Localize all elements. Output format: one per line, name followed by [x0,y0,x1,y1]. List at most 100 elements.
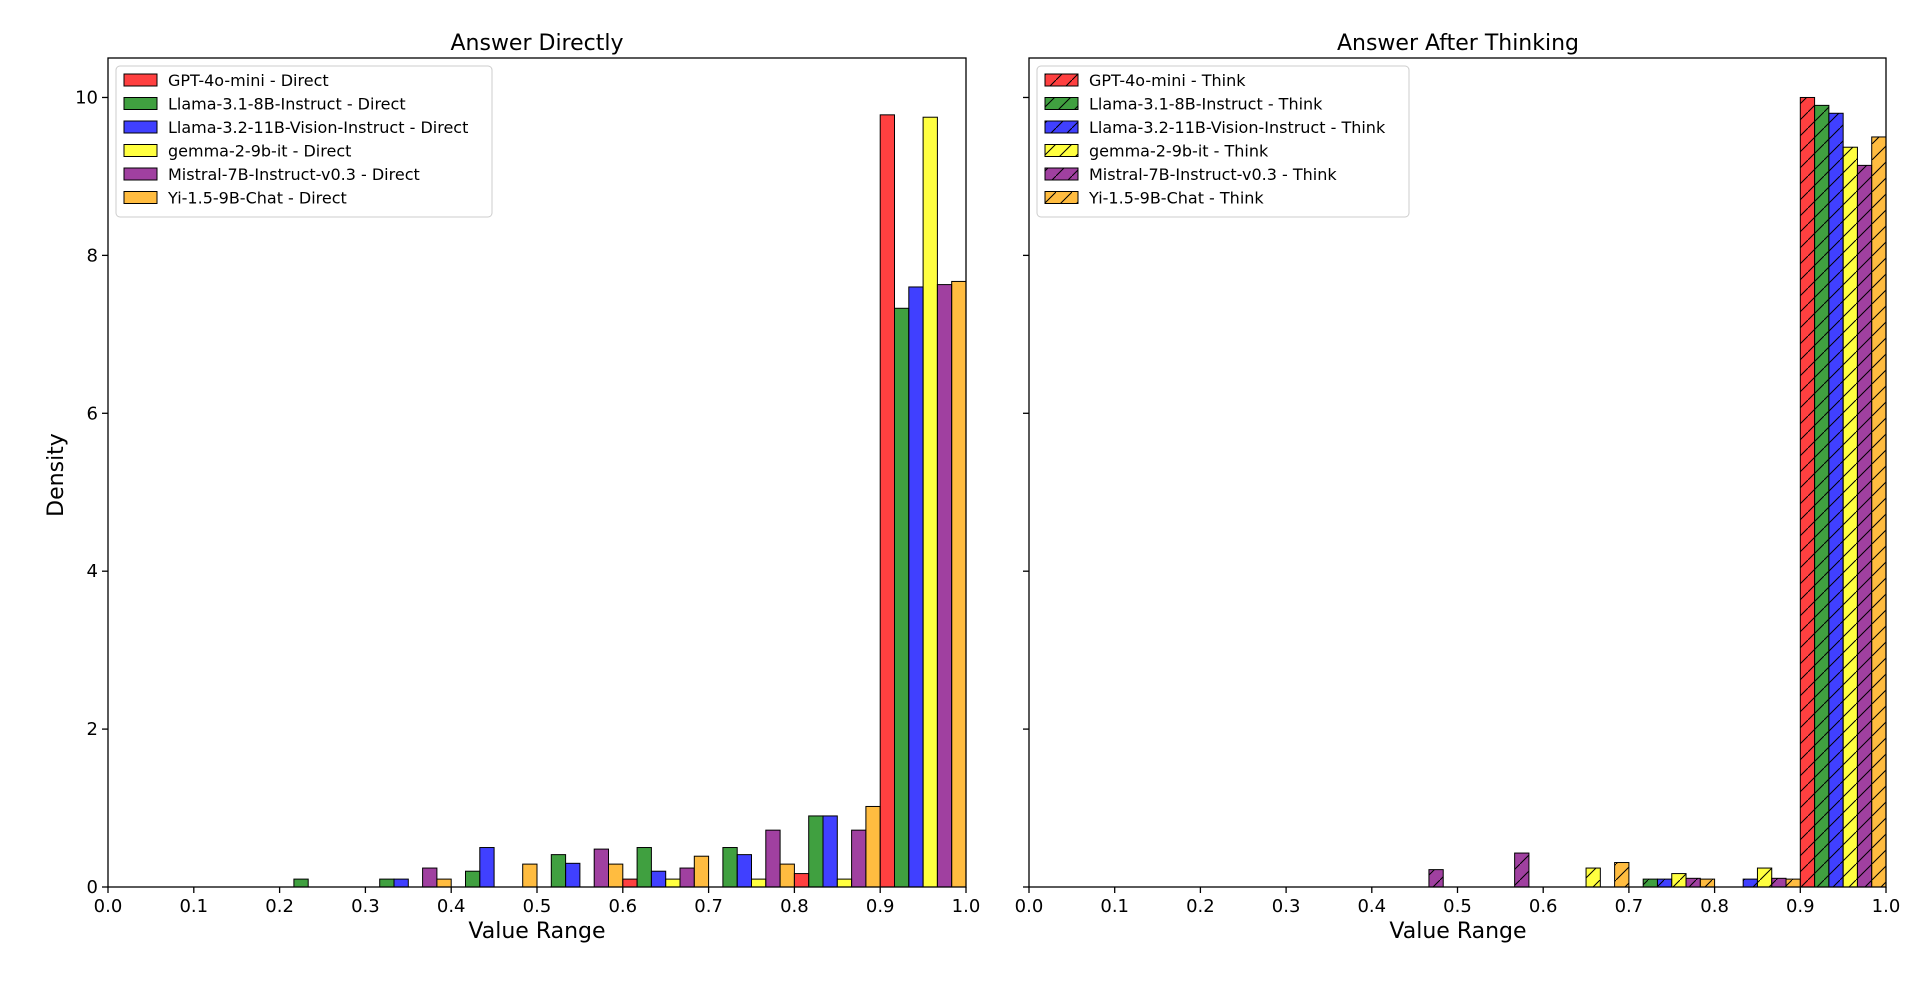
bar-llama-3-1-8b-instruct-direct [379,878,395,888]
legend-label: Llama-3.1-8B-Instruct - Think [1089,95,1323,114]
legend-frame [1036,65,1410,218]
tick-group: 0.0 0.1 0.2 0.3 0.4 0.5 0.6 0.7 0.8 0.9 1.0 0 2 4 6 8 10 [75,87,980,917]
y-tick-label: 2 [87,719,98,740]
legend-swatch-hatch [1045,144,1078,157]
bar-gpt-4o-mini-direct [879,114,896,888]
bar-llama-3-2-11b-vision-instruct-direct [393,878,409,888]
tick-group: 0.0 0.1 0.2 0.3 0.4 0.5 0.6 0.7 0.8 0.9 1.0 [1015,96,1901,917]
x-tick-label: 0.6 [1529,896,1558,917]
bar-hatch [1586,868,1601,887]
bar-yi-1-5-9b-chat-direct [951,280,967,888]
bar-hatch [1800,97,1815,887]
legend-swatch [123,73,158,87]
bar-hatch [1857,165,1872,887]
y-tick-label: 4 [87,561,98,582]
bar-hatch [1700,879,1715,887]
y-tick-label: 6 [87,403,98,424]
legend-swatch-hatch [1045,74,1078,86]
bar-llama-3-2-11b-vision-instruct-direct [908,286,924,888]
x-tick-label: 0.2 [1186,896,1215,917]
chart-title: Answer Directly [450,31,623,56]
bar-llama-3-1-8b-instruct-direct [894,307,910,888]
plot-frame [1028,57,1887,888]
bar-gemma-2-9b-it-direct [922,116,938,888]
bar-yi-1-5-9b-chat-direct [436,878,452,888]
bar-gemma-2-9b-it-direct [836,878,853,888]
legend-label: Yi-1.5-9B-Chat - Think [1088,189,1264,208]
legend-label: gemma-2-9b-it - Think [1089,142,1269,161]
legend-label: GPT-4o-mini - Direct [168,71,329,90]
bar-llama-3-1-8b-instruct-direct [465,870,481,888]
bar-llama-3-1-8b-instruct-direct [293,878,309,888]
legend: GPT-4o-mini - Direct Llama-3.1-8B-Instruc… [115,65,493,218]
legend-label: gemma-2-9b-it - Direct [168,142,351,161]
bar-gemma-2-9b-it-direct [751,878,767,888]
x-tick-label: 0.7 [694,896,723,917]
x-tick-label: 1.0 [1872,896,1901,917]
legend-label: Mistral-7B-Instruct-v0.3 - Direct [168,165,420,184]
bar-llama-3-2-11b-vision-instruct-direct [565,862,581,888]
legend-label: Llama-3.1-8B-Instruct - Direct [168,95,406,114]
legend-swatch [123,120,158,134]
bar-hatch [1843,147,1858,887]
bar-yi-1-5-9b-chat-direct [693,855,710,888]
bar-yi-1-5-9b-chat-direct [608,863,624,888]
x-axis-label: Value Range [1389,919,1526,944]
x-tick-label: 0.7 [1615,896,1644,917]
x-tick-label: 0.9 [1786,896,1815,917]
legend-swatch [123,191,158,204]
x-tick-label: 0.1 [1100,896,1129,917]
bar-hatch [1786,879,1801,887]
y-axis-label: Density [44,433,69,517]
bar-hatch [1771,878,1787,887]
x-tick-label: 0.0 [1015,896,1044,917]
bar-gemma-2-9b-it-direct [665,878,681,888]
bar-mistral-7b-instruct-v0-3-direct [851,829,867,888]
bar-hatch [1514,853,1529,887]
bar-hatch [1757,868,1772,887]
bar-llama-3-2-11b-vision-instruct-direct [479,847,495,888]
legend-label: GPT-4o-mini - Think [1089,71,1246,90]
bar-hatch [1814,105,1829,887]
bar-hatch [1657,879,1672,887]
bar-yi-1-5-9b-chat-direct [522,863,538,888]
bar-yi-1-5-9b-chat-direct [779,863,795,888]
legend-label: Yi-1.5-9B-Chat - Direct [167,189,347,208]
x-tick-label: 0.2 [265,896,294,917]
legend-label: Llama-3.2-11B-Vision-Instruct - Direct [168,118,468,137]
bar-llama-3-1-8b-instruct-direct [550,854,567,888]
bar-llama-3-1-8b-instruct-direct [636,847,652,888]
legend-swatch [123,144,158,157]
bar-mistral-7b-instruct-v0-3-direct [679,867,695,888]
bar-llama-3-2-11b-vision-instruct-direct [650,870,667,888]
legend-swatch-hatch [1045,168,1078,180]
bar-llama-3-1-8b-instruct-direct [722,847,738,888]
y-tick-label: 10 [75,87,98,108]
x-tick-label: 0.8 [780,896,809,917]
chart-title: Answer After Thinking [1337,31,1579,56]
bar-yi-1-5-9b-chat-direct [865,805,881,888]
bar-hatch [1643,879,1658,887]
legend-swatch-hatch [1045,191,1078,204]
x-tick-label: 0.0 [94,896,123,917]
bar-hatch [1686,878,1701,887]
x-tick-label: 0.9 [866,896,895,917]
bar-llama-3-2-11b-vision-instruct-direct [736,854,753,888]
bar-llama-3-1-8b-instruct-direct [808,815,824,888]
bar-hatch [1743,879,1758,887]
bar-hatch [1614,862,1629,887]
x-tick-label: 0.5 [1443,896,1472,917]
legend-frame [115,65,493,218]
bar-hatch [1871,136,1886,887]
x-axis-label: Value Range [468,919,605,944]
legend-swatch-hatch [1045,121,1078,133]
legend-swatch [123,97,158,110]
bar-group [1428,96,1887,888]
bar-gpt-4o-mini-direct [793,873,810,888]
y-tick-label: 8 [87,245,98,266]
x-tick-label: 0.1 [179,896,208,917]
legend-label: Llama-3.2-11B-Vision-Instruct - Think [1089,118,1386,137]
x-tick-label: 0.4 [1357,896,1386,917]
x-tick-label: 1.0 [952,896,981,917]
